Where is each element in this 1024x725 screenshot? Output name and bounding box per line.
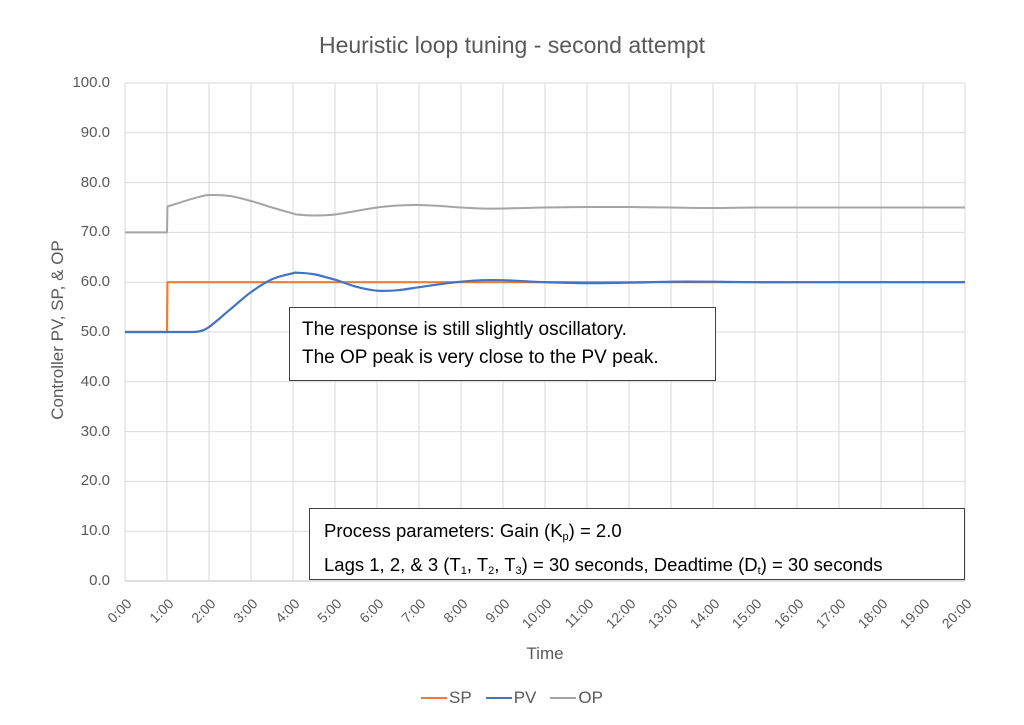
y-tick-label: 90.0 <box>80 123 110 141</box>
legend-item-op: OP <box>550 688 603 708</box>
y-tick-label: 100.0 <box>72 74 110 91</box>
note-line-2: The OP peak is very close to the PV peak… <box>302 347 659 368</box>
y-tick-label: 70.0 <box>80 223 110 241</box>
sp-swatch-icon <box>421 696 448 700</box>
y-tick-label: 20.0 <box>80 472 110 490</box>
series-lines <box>125 193 965 334</box>
legend-item-pv: PV <box>485 688 536 708</box>
pv-swatch-icon <box>485 696 512 700</box>
note-box: The response is still slightly oscillato… <box>289 307 716 381</box>
y-tick-label: 60.0 <box>80 273 110 291</box>
x-axis-label: Time <box>526 644 564 663</box>
process-parameters-box: Process parameters: Gain (Kp) = 2.0 Lags… <box>309 508 965 580</box>
y-tick-label: 0.0 <box>89 572 110 589</box>
y-tick-label: 10.0 <box>80 522 110 540</box>
pv-series-line <box>125 271 965 334</box>
chart-title: Heuristic loop tuning - second attempt <box>318 32 706 58</box>
y-tick-label: 50.0 <box>80 323 110 340</box>
op-series-line <box>125 193 965 234</box>
op-swatch-icon <box>550 696 577 700</box>
y-tick-label: 40.0 <box>80 372 110 390</box>
legend-item-sp: SP <box>421 688 472 708</box>
y-tick-label: 80.0 <box>80 173 110 191</box>
legend: SP PV OP <box>0 688 1024 708</box>
params-line-2: Lags 1, 2, & 3 (T1, T2, T3) = 30 seconds… <box>324 554 883 577</box>
y-tick-label: 30.0 <box>80 422 110 440</box>
params-line-1: Process parameters: Gain (Kp) = 2.0 <box>324 520 622 543</box>
y-axis-label: Controller PV, SP, & OP <box>48 240 67 420</box>
note-line-1: The response is still slightly oscillato… <box>302 319 627 340</box>
